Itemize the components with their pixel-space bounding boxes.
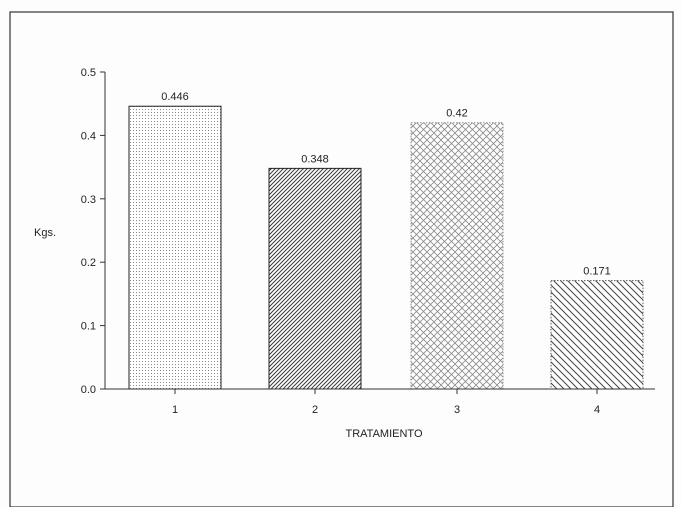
data-label-1: 0.446 bbox=[161, 91, 189, 103]
y-tick-label: 0.4 bbox=[81, 130, 96, 142]
y-tick-label: 0.5 bbox=[81, 67, 96, 79]
bar-4 bbox=[550, 280, 644, 390]
x-tick-label: 1 bbox=[172, 404, 178, 416]
bars-layer bbox=[128, 105, 644, 390]
y-tick-label: 0.1 bbox=[81, 321, 96, 333]
bar-3 bbox=[410, 122, 504, 390]
y-tick-label: 0.0 bbox=[81, 384, 96, 396]
y-tick-label: 0.3 bbox=[81, 194, 96, 206]
data-label-3: 0.42 bbox=[446, 108, 467, 120]
x-axis-ticks: 1 2 3 4 bbox=[172, 389, 600, 416]
x-tick-label: 3 bbox=[454, 404, 460, 416]
bar-1 bbox=[128, 105, 222, 390]
x-tick-label: 4 bbox=[594, 404, 600, 416]
y-tick-label: 0.2 bbox=[81, 257, 96, 269]
y-axis-label: Kgs. bbox=[34, 227, 56, 239]
data-labels-layer: 0.446 0.348 0.42 0.171 bbox=[161, 91, 611, 277]
x-tick-label: 2 bbox=[312, 404, 318, 416]
bar-2 bbox=[268, 167, 362, 390]
x-axis-label: TRATAMIENTO bbox=[346, 428, 423, 440]
data-label-4: 0.171 bbox=[583, 266, 611, 278]
data-label-2: 0.348 bbox=[301, 153, 329, 165]
figure-frame bbox=[9, 11, 674, 507]
y-axis-ticks: 0.0 0.1 0.2 0.3 0.4 0.5 bbox=[81, 67, 105, 396]
